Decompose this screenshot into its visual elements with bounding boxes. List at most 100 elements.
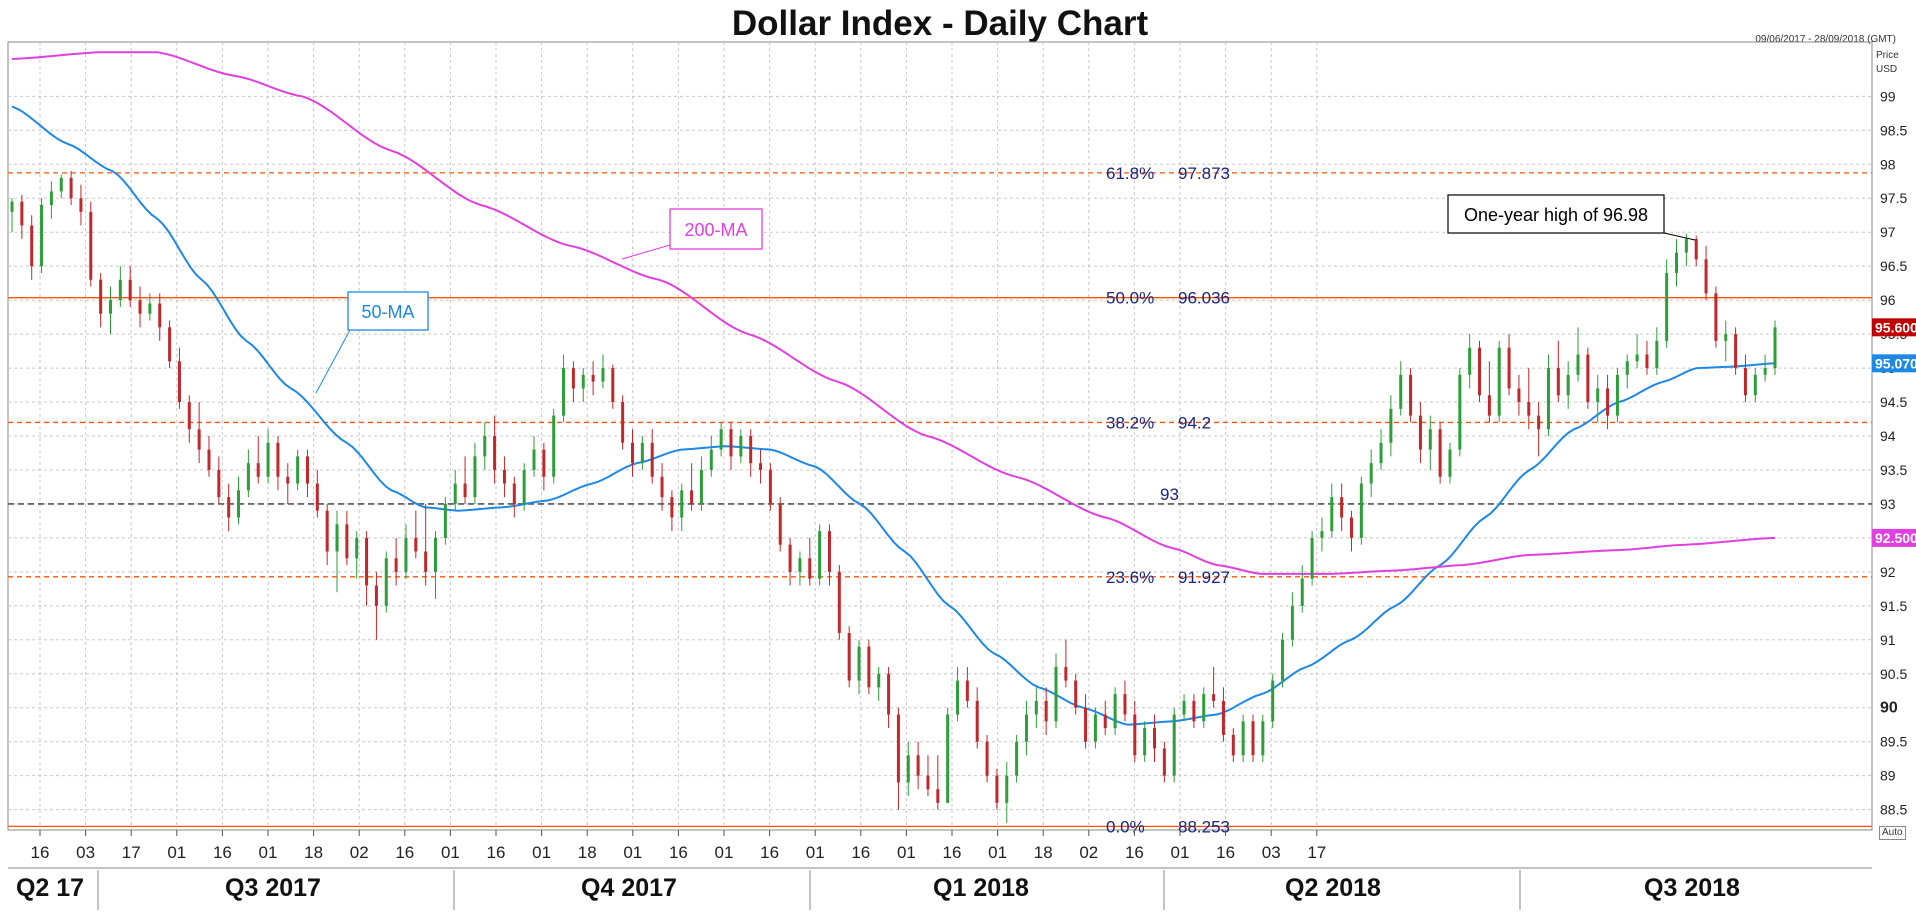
candle-body (69, 177, 73, 199)
candle-body (1399, 374, 1403, 409)
candle-body (1359, 483, 1363, 538)
candle-body (138, 300, 142, 314)
candle-body (847, 633, 851, 681)
candle-body (256, 463, 260, 477)
candle-body (1753, 374, 1757, 396)
candle-body (808, 558, 812, 579)
candle-body (424, 551, 428, 572)
x-day-label: 01 (259, 843, 278, 862)
candle-body (374, 585, 378, 606)
candle-body (827, 531, 831, 572)
candle-body (463, 483, 467, 498)
x-day-label: 16 (213, 843, 232, 862)
candle-body (1064, 666, 1068, 681)
y-tick-label: 92 (1880, 564, 1896, 580)
y-tick-label: 96.5 (1880, 258, 1907, 274)
candle-body (1734, 334, 1738, 369)
candle-body (680, 490, 684, 518)
candle-body (1113, 694, 1117, 729)
candle-body (887, 673, 891, 715)
y-tick-label: 98 (1880, 156, 1896, 172)
candle-body (719, 429, 723, 450)
candle-body (660, 476, 664, 498)
candle-body (1005, 775, 1009, 803)
candle-body (355, 537, 359, 559)
date-range-label: 09/06/2017 - 28/09/2018 (GMT) (1755, 34, 1896, 45)
fib-level-percent: 38.2% (1106, 413, 1154, 432)
candle-body (108, 300, 112, 314)
quarter-label: Q3 2017 (225, 874, 321, 902)
ma200-line (11, 51, 1776, 575)
candle-body (1694, 239, 1698, 260)
fib-level-value: 96.036 (1178, 289, 1230, 308)
candle-body (187, 402, 191, 430)
candle-body (1556, 368, 1560, 396)
y-tick-label: 89.5 (1880, 734, 1907, 750)
ma50-label-leader (315, 329, 351, 394)
candle-body (532, 449, 536, 470)
candle-body (601, 368, 605, 382)
candle-body (1212, 694, 1216, 701)
x-day-label: 16 (851, 843, 870, 862)
x-day-label: 01 (623, 843, 642, 862)
ma50-label: 50-MA (361, 302, 414, 322)
candle-body (1133, 714, 1137, 756)
x-day-label: 01 (988, 843, 1007, 862)
candle-body (1586, 354, 1590, 403)
auto-scale-button[interactable]: Auto (1879, 826, 1906, 840)
candle-body (759, 463, 763, 470)
candle-body (49, 191, 53, 206)
ma200-label-box (669, 208, 763, 250)
candle-body (946, 714, 950, 803)
candle-body (1606, 388, 1610, 416)
y-tick-label: 91 (1880, 632, 1896, 648)
x-day-label: 01 (167, 843, 186, 862)
candle-body (749, 436, 753, 464)
candle-body (1566, 374, 1570, 396)
candle-body (1527, 402, 1531, 416)
candle-body (798, 558, 802, 572)
candle-body (1093, 714, 1097, 742)
candle-body (158, 303, 162, 328)
candle-body (168, 327, 172, 362)
fib-level-value: 91.927 (1178, 568, 1230, 587)
candle-body (443, 503, 447, 538)
candle-body (768, 469, 772, 504)
candle-body (729, 429, 733, 457)
candle-body (246, 463, 250, 491)
candle-body (818, 531, 822, 579)
candle-body (1024, 714, 1028, 742)
candle-body (1517, 388, 1521, 403)
x-day-label: 16 (487, 843, 506, 862)
candle-body (404, 537, 408, 572)
candle-body (1054, 666, 1058, 722)
x-day-label: 16 (760, 843, 779, 862)
candle-body (1428, 429, 1432, 450)
candle-body (365, 537, 369, 586)
candle-body (1015, 741, 1019, 776)
candle-body (562, 368, 566, 416)
candle-body (1251, 721, 1255, 756)
candle-body (1418, 415, 1422, 450)
candle-body (1487, 395, 1491, 416)
candle-body (1172, 714, 1176, 776)
last-price-badge-bg (1872, 318, 1916, 337)
candle-body (1625, 361, 1629, 375)
candle-body (778, 503, 782, 545)
y-tick-label: 94.5 (1880, 394, 1907, 410)
candle-body (305, 456, 309, 484)
candle-body (394, 558, 398, 572)
fib-level-value: 94.2 (1178, 413, 1211, 432)
fib-level-percent: 0.0% (1106, 817, 1145, 836)
candle-body (1724, 334, 1728, 341)
candle-body (197, 429, 201, 450)
one-year-high-label: One-year high of 96.98 (1464, 205, 1648, 225)
candle-body (975, 700, 979, 742)
candle-body (1537, 415, 1541, 430)
x-day-label: 01 (532, 843, 551, 862)
candle-body (1379, 442, 1383, 464)
candle-body (1497, 347, 1501, 416)
candle-body (1340, 497, 1344, 518)
x-day-label: 18 (304, 843, 323, 862)
candle-body (1202, 694, 1206, 722)
